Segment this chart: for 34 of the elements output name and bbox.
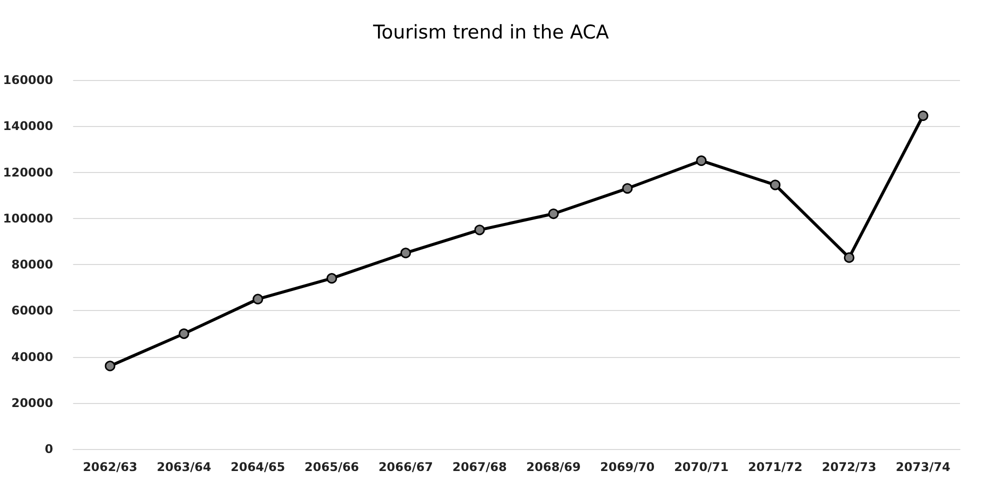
x-tick-label: 2070/71: [674, 460, 729, 474]
x-tick-label: 2063/64: [156, 460, 212, 474]
x-tick-label: 2071/72: [748, 460, 802, 474]
x-tick-label: 2069/70: [600, 460, 655, 474]
point: [474, 224, 485, 236]
y-tick-label: 140000: [2, 119, 54, 134]
point: [104, 360, 116, 372]
y-tick-label: 60000: [11, 304, 54, 318]
y-tick-label: 20000: [11, 396, 54, 410]
point: [918, 110, 928, 121]
x-tick-label: 2068/69: [526, 460, 581, 474]
x-tick-label: 2064/65: [230, 460, 286, 474]
x-tick-label: 2066/67: [378, 460, 433, 474]
point: [178, 328, 190, 339]
x-tick-label: 2067/68: [452, 460, 507, 474]
x-tick-label: 2073/74: [896, 460, 950, 474]
x-tick-label: 2065/66: [304, 460, 360, 474]
point: [622, 183, 633, 194]
point: [252, 294, 264, 304]
point: [400, 248, 411, 258]
y-tick-label: 100000: [2, 211, 54, 226]
y-tick-label: 40000: [11, 350, 54, 364]
y-tick-label: 160000: [2, 73, 54, 87]
point: [770, 180, 780, 190]
y-tick-label: 0: [44, 442, 54, 456]
x-tick-label: 2062/63: [82, 460, 138, 474]
y-tick-label: 80000: [11, 258, 54, 272]
point: [844, 252, 854, 263]
y-tick-label: 120000: [2, 165, 54, 180]
point: [696, 155, 707, 166]
x-tick-label: 2072/73: [822, 460, 876, 474]
point: [326, 273, 338, 284]
chart-title: Tourism trend in the ACA: [372, 22, 609, 44]
point: [548, 208, 559, 220]
